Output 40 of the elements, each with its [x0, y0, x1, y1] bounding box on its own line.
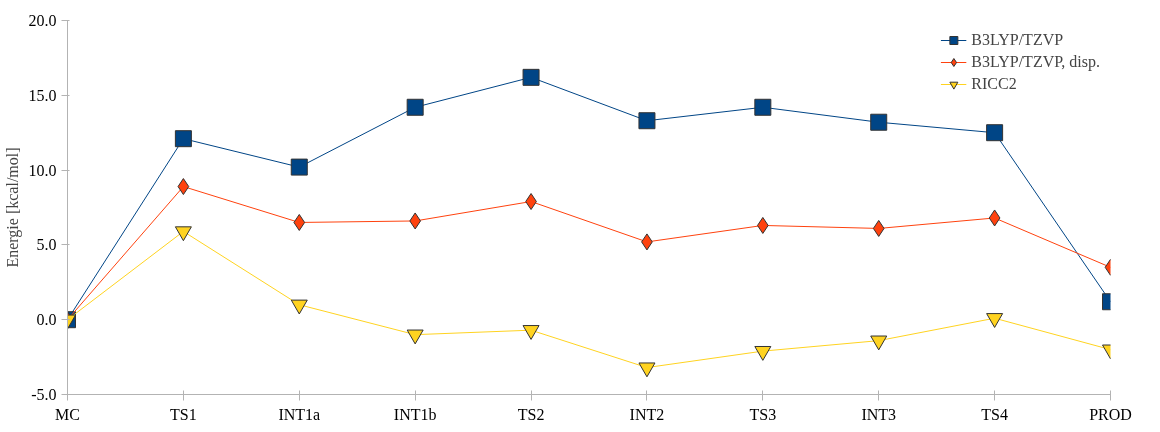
- point: [177, 178, 190, 196]
- point: [986, 313, 1004, 328]
- point: [293, 213, 306, 231]
- y-tick-label: -5.0: [31, 386, 57, 403]
- x-tick-label: PROD: [1089, 405, 1132, 423]
- x-tick-label: INT3: [861, 405, 897, 423]
- x-tick-label: TS4: [981, 405, 1008, 423]
- x-tick-label: INT2: [629, 405, 665, 423]
- point: [522, 68, 540, 86]
- point: [988, 209, 1001, 227]
- x-tick-label: TS2: [517, 405, 545, 423]
- point: [290, 158, 308, 176]
- point: [638, 112, 656, 130]
- point: [522, 325, 540, 340]
- point: [870, 113, 888, 131]
- y-tick-label: 5.0: [36, 236, 57, 254]
- point: [754, 346, 772, 361]
- y-axis-title: Energie [kcal/mol]: [3, 147, 22, 268]
- point: [870, 335, 888, 351]
- x-tick-label: INT1b: [393, 405, 437, 423]
- y-tick-label: 10.0: [28, 161, 57, 179]
- point: [754, 98, 772, 116]
- x-tick-label: TS1: [170, 405, 197, 423]
- y-tick-label: 20.0: [28, 12, 57, 29]
- point: [174, 226, 192, 242]
- legend-label: B3LYP/TZVP, disp.: [971, 53, 1100, 71]
- point: [872, 219, 885, 237]
- x-tick-label: MC: [55, 405, 80, 423]
- x-tick-label: TS3: [749, 405, 777, 423]
- point: [174, 130, 192, 148]
- y-tick-label: 15.0: [28, 86, 57, 104]
- point: [638, 362, 656, 378]
- point: [290, 299, 308, 315]
- y-tick-label: 0.0: [36, 311, 57, 329]
- legend-label: B3LYP/TZVP: [971, 31, 1064, 49]
- point: [406, 329, 424, 345]
- x-tick-label: INT1a: [278, 405, 321, 423]
- legend-label: RICC2: [971, 75, 1017, 93]
- point: [986, 124, 1004, 142]
- point: [406, 98, 424, 116]
